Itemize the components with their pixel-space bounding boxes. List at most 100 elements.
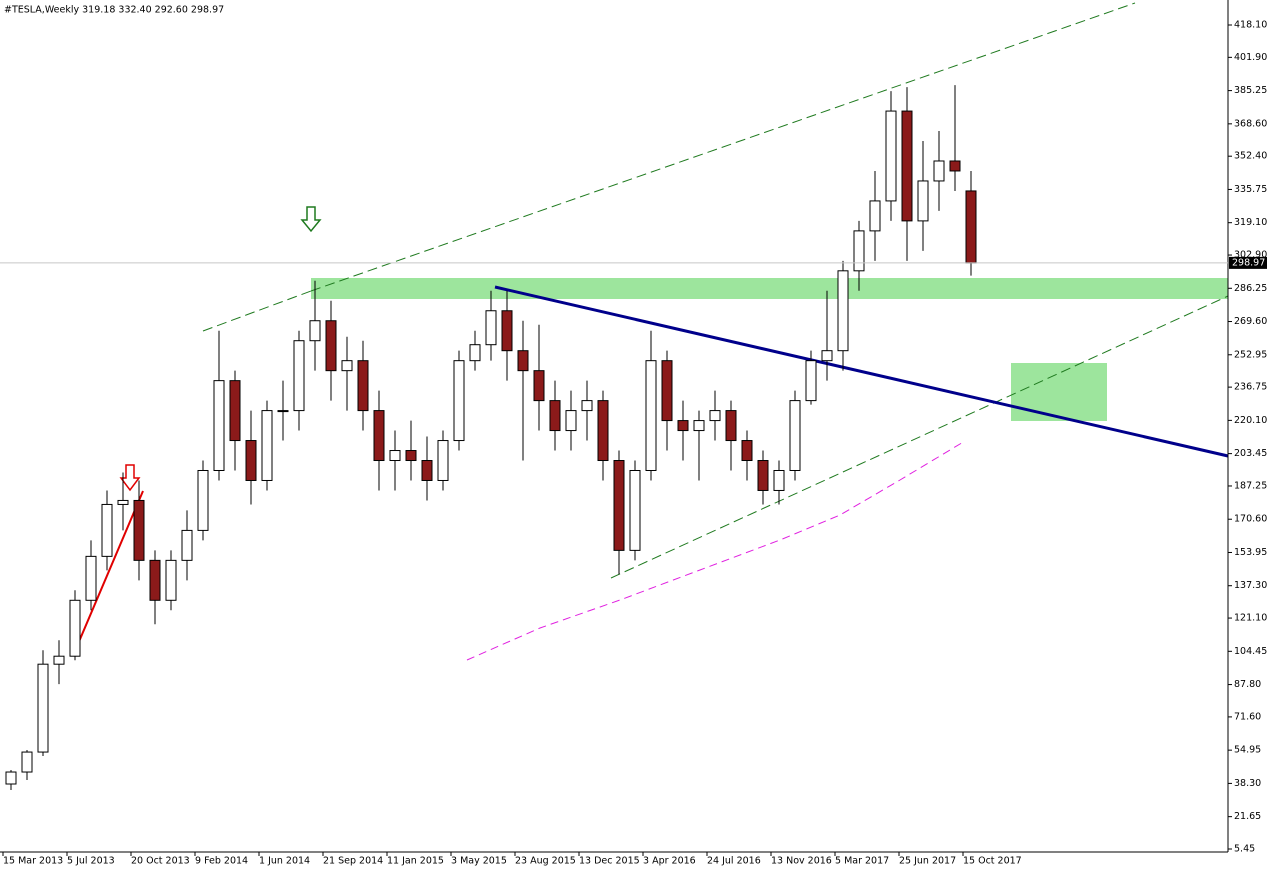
x-tick-label: 21 Sep 2014 <box>323 856 383 867</box>
x-tick-label: 3 May 2015 <box>451 856 507 867</box>
y-tick-label: 401.90 <box>1234 52 1267 63</box>
candle-body <box>805 360 817 402</box>
candle-body <box>85 555 97 601</box>
x-tick-label: 25 Jun 2017 <box>899 856 956 867</box>
y-tick-label: 5.45 <box>1234 844 1255 855</box>
y-tick-label: 352.40 <box>1234 151 1267 162</box>
x-tick-label: 5 Jul 2013 <box>67 856 115 867</box>
y-tick-label: 54.95 <box>1234 745 1261 756</box>
candle-body <box>837 270 849 352</box>
candle-body <box>773 469 785 491</box>
candle-body <box>277 410 289 413</box>
candle-body <box>549 400 561 432</box>
y-tick-label: 368.60 <box>1234 118 1267 129</box>
arrow <box>300 206 322 233</box>
candle-body <box>933 160 945 182</box>
candle-body <box>389 450 401 462</box>
candle-body <box>869 200 881 232</box>
candle-body <box>821 350 833 362</box>
arrow <box>119 464 141 492</box>
candle-body <box>709 410 721 422</box>
candle-body <box>5 771 17 785</box>
y-tick-label: 319.10 <box>1234 217 1267 228</box>
candle-body <box>453 360 465 442</box>
x-tick-label: 20 Oct 2013 <box>131 856 190 867</box>
candle-body <box>325 320 337 372</box>
price-label: 298.97 <box>1232 257 1265 268</box>
candle-body <box>949 160 961 172</box>
candle-body <box>469 344 481 362</box>
y-tick-label: 269.60 <box>1234 316 1267 327</box>
candle-body <box>117 499 129 505</box>
candle-body <box>485 310 497 346</box>
candle-body <box>517 350 529 372</box>
candle-body <box>165 559 177 601</box>
y-tick-label: 252.95 <box>1234 349 1267 360</box>
trend-line <box>310 2 1136 292</box>
candle-body <box>757 460 769 491</box>
candle-body <box>501 310 513 352</box>
candle-body <box>901 110 913 222</box>
candle-body <box>245 440 257 481</box>
y-tick-label: 38.30 <box>1234 778 1261 789</box>
candle-body <box>741 440 753 462</box>
y-tick-label: 137.30 <box>1234 580 1267 591</box>
y-tick-label: 203.45 <box>1234 448 1267 459</box>
x-tick-label: 15 Mar 2013 <box>3 856 63 867</box>
candle-body <box>853 230 865 272</box>
x-tick-label: 1 Jun 2014 <box>259 856 310 867</box>
x-tick-label: 11 Jan 2015 <box>387 856 444 867</box>
candle-body <box>37 663 49 753</box>
x-tick-label: 24 Jul 2016 <box>707 856 761 867</box>
candle-body <box>149 559 161 601</box>
y-tick-label: 21.65 <box>1234 811 1261 822</box>
candle-body <box>213 380 225 471</box>
trend-line <box>494 285 1229 458</box>
x-tick-label: 13 Nov 2016 <box>771 856 832 867</box>
y-tick-label: 335.75 <box>1234 184 1267 195</box>
candle-body <box>53 655 65 665</box>
candle-body <box>565 410 577 432</box>
y-tick-label: 170.60 <box>1234 514 1267 525</box>
x-tick-label: 5 Mar 2017 <box>835 856 889 867</box>
trend-line <box>202 290 312 332</box>
candle-body <box>133 499 145 561</box>
target-zone <box>1011 363 1107 421</box>
y-tick-label: 385.25 <box>1234 85 1267 96</box>
candle-body <box>693 420 705 432</box>
candle-body <box>229 380 241 442</box>
candle-body <box>309 320 321 342</box>
y-tick-label: 121.10 <box>1234 613 1267 624</box>
y-tick-label: 71.60 <box>1234 711 1261 722</box>
y-tick-label: 286.25 <box>1234 283 1267 294</box>
candle-body <box>645 360 657 471</box>
candle-body <box>885 110 897 202</box>
candle-body <box>405 450 417 462</box>
x-tick-label: 3 Apr 2016 <box>643 856 696 867</box>
y-tick-label: 187.25 <box>1234 480 1267 491</box>
candle-body <box>181 529 193 561</box>
candle-body <box>581 400 593 412</box>
candle-body <box>69 599 81 657</box>
x-tick-label: 13 Dec 2015 <box>579 856 640 867</box>
candle-body <box>533 370 545 402</box>
candle-body <box>725 410 737 442</box>
candle-body <box>677 420 689 432</box>
y-tick-label: 302.90 <box>1234 250 1267 261</box>
candle-body <box>261 410 273 481</box>
trend-line <box>74 490 144 652</box>
candle-body <box>437 440 449 481</box>
plot <box>5 85 977 790</box>
price-box <box>1229 256 1267 269</box>
candle-body <box>421 460 433 481</box>
candle-body <box>661 360 673 422</box>
chart-title: #TESLA,Weekly 319.18 332.40 292.60 298.9… <box>4 5 224 16</box>
candle-body <box>197 469 209 531</box>
y-tick-label: 236.75 <box>1234 382 1267 393</box>
y-tick-label: 153.95 <box>1234 547 1267 558</box>
trend-line <box>610 295 1229 579</box>
candle-body <box>597 400 609 462</box>
y-tick-label: 104.45 <box>1234 646 1267 657</box>
